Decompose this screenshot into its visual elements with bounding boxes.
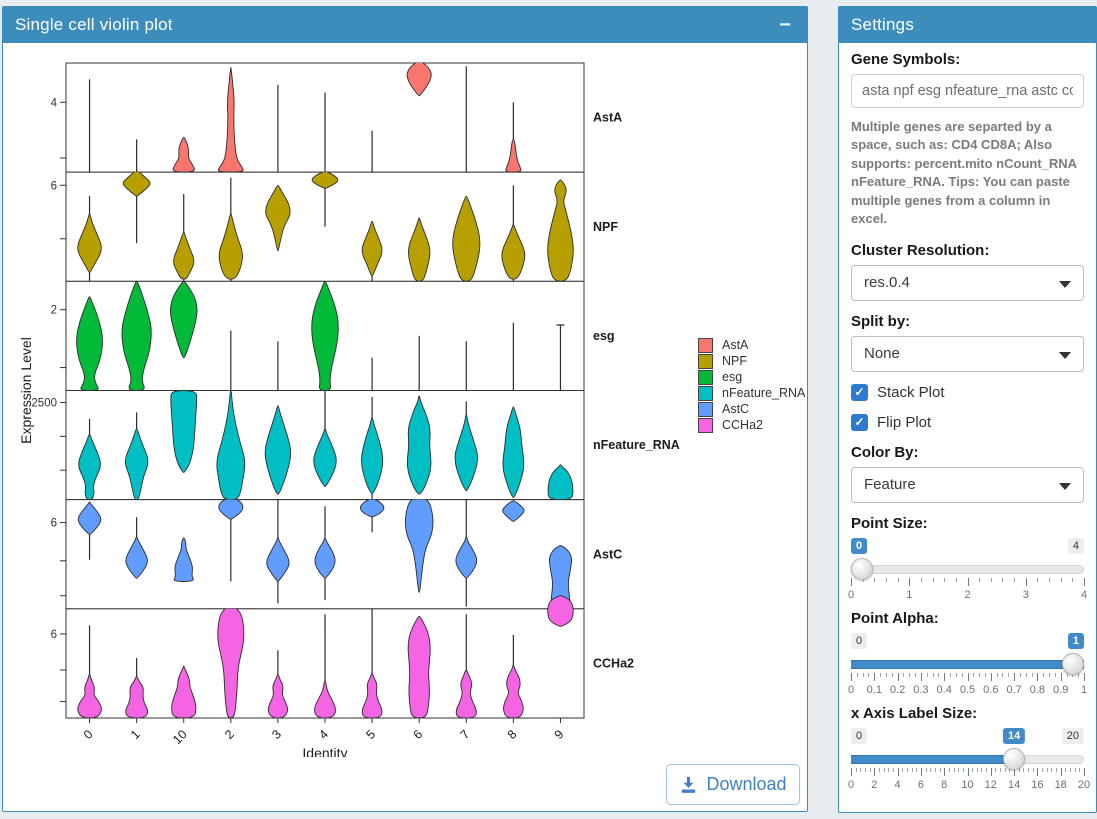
svg-text:AstA: AstA [593,111,622,125]
split-by-value: None [864,345,900,363]
gene-symbols-help-text: Multiple genes are separted by a space, … [851,119,1077,227]
svg-text:3: 3 [269,727,284,742]
svg-text:AstC: AstC [593,547,622,561]
svg-text:2500: 2500 [31,398,57,410]
svg-text:Expression Level: Expression Level [18,337,34,444]
cluster-resolution-label: Cluster Resolution: [851,241,990,259]
cluster-resolution-select[interactable]: res.0.4 [851,264,1084,301]
legend-entry: AstC [698,401,805,417]
legend-swatch [698,353,713,369]
svg-text:nFeature_RNA: nFeature_RNA [593,438,680,452]
slider-fill [851,659,1084,669]
checkmark-icon[interactable]: ✓ [851,383,868,401]
slider-value-badge: 14 [1002,727,1026,745]
point-alpha-label: Point Alpha: [851,609,939,627]
legend-swatch [698,417,713,433]
legend-label: CCHa2 [722,418,763,432]
settings-title: Settings [851,15,915,34]
slider-value-badge: 0 [851,537,868,555]
legend-entry: nFeature_RNA [698,385,805,401]
settings-panel: Settings Gene Symbols: Multiple genes ar… [838,6,1097,813]
svg-text:10: 10 [170,727,190,747]
legend-swatch [698,385,713,401]
svg-text:8: 8 [505,727,520,742]
plot-legend: AstA NPF esg nFeature_RNA AstC CCHa2 [698,337,805,433]
plot-box-header: Single cell violin plot − [3,7,807,43]
checkbox-flip-plot[interactable]: ✓ Flip Plot [851,413,1084,431]
svg-text:0: 0 [81,727,96,742]
svg-text:1: 1 [128,727,143,742]
color-by-label: Color By: [851,443,919,461]
collapse-icon[interactable]: − [779,14,791,36]
svg-text:2: 2 [51,305,57,317]
legend-entry: CCHa2 [698,417,805,433]
slider-grid: 0 2 4 6 8 10 12 14 16 18 20 [848,767,1090,792]
legend-label: nFeature_RNA [722,386,806,400]
legend-label: NPF [722,354,747,368]
chevron-down-icon [1059,482,1071,490]
svg-text:NPF: NPF [593,220,618,234]
checkbox-label: Stack Plot [877,383,945,401]
x-axis-label-size-label: x Axis Label Size: [851,704,978,722]
violin-plot-panel: Single cell violin plot − 4 AstA 6 NPF 2 esg 2… [2,6,808,812]
checkbox-stack-plot[interactable]: ✓ Stack Plot [851,383,1084,401]
split-by-label: Split by: [851,312,911,330]
svg-text:6: 6 [51,180,57,192]
legend-swatch [698,401,713,417]
slider-handle[interactable] [1062,652,1084,675]
legend-label: AstC [722,402,750,416]
svg-text:CCHa2: CCHa2 [593,656,634,670]
legend-label: esg [722,370,743,384]
slider-max-badge: 4 [1067,537,1084,555]
settings-header: Settings [839,7,1096,43]
slider-max-badge: 20 [1061,727,1084,745]
download-button[interactable]: Download [666,764,800,805]
svg-text:9: 9 [552,727,567,742]
legend-label: AstA [722,338,749,352]
gene-symbols-label: Gene Symbols: [851,51,961,68]
svg-text:4: 4 [316,727,331,742]
legend-entry: NPF [698,353,805,369]
color-by-value: Feature [864,476,916,494]
slider-grid: 0 0.1 0.2 0.3 0.4 0.5 0.6 0.7 0.8 0.9 1 [848,672,1087,697]
slider-handle[interactable] [1003,747,1026,770]
x-axis-label-size-slider[interactable]: 0 20 14 0 2 4 6 8 10 12 14 16 18 20 [848,727,1090,792]
color-by-select[interactable]: Feature [851,466,1084,503]
slider-value-badge: 1 [1067,632,1084,650]
plot-box-title: Single cell violin plot [15,15,173,34]
legend-swatch [698,337,713,353]
svg-text:esg: esg [593,329,615,343]
violin-plot-canvas: 4 AstA 6 NPF 2 esg 2500 nFeature_RNA 6 AstC 6 CCHa2… [18,62,680,757]
svg-text:7: 7 [458,727,473,742]
split-by-select[interactable]: None [851,335,1084,372]
point-size-label: Point Size: [851,514,928,532]
svg-text:6: 6 [410,727,425,742]
point-alpha-slider[interactable]: 0 1 0 0.1 0.2 0.3 0.4 0.5 0.6 0.7 0.8 0.9 1 [848,632,1087,697]
checkmark-icon[interactable]: ✓ [851,413,868,431]
svg-text:6: 6 [51,629,57,641]
svg-text:4: 4 [51,97,58,109]
svg-text:5: 5 [363,727,378,742]
slider-min-badge: 0 [851,727,868,745]
svg-text:6: 6 [51,518,57,530]
download-icon [682,776,696,793]
gene-symbols-input[interactable] [851,74,1084,108]
legend-entry: AstA [698,337,805,353]
chevron-down-icon [1059,351,1071,359]
checkbox-label: Flip Plot [877,413,932,431]
cluster-resolution-value: res.0.4 [864,274,910,292]
legend-entry: esg [698,369,805,385]
slider-handle[interactable] [851,557,873,580]
svg-text:Identity: Identity [302,745,347,757]
chevron-down-icon [1059,280,1071,288]
slider-track[interactable] [851,564,1084,574]
download-label: Download [706,774,787,794]
svg-text:2: 2 [222,727,237,742]
legend-swatch [698,369,713,385]
slider-min-badge: 0 [851,632,868,650]
slider-fill [851,754,1015,764]
